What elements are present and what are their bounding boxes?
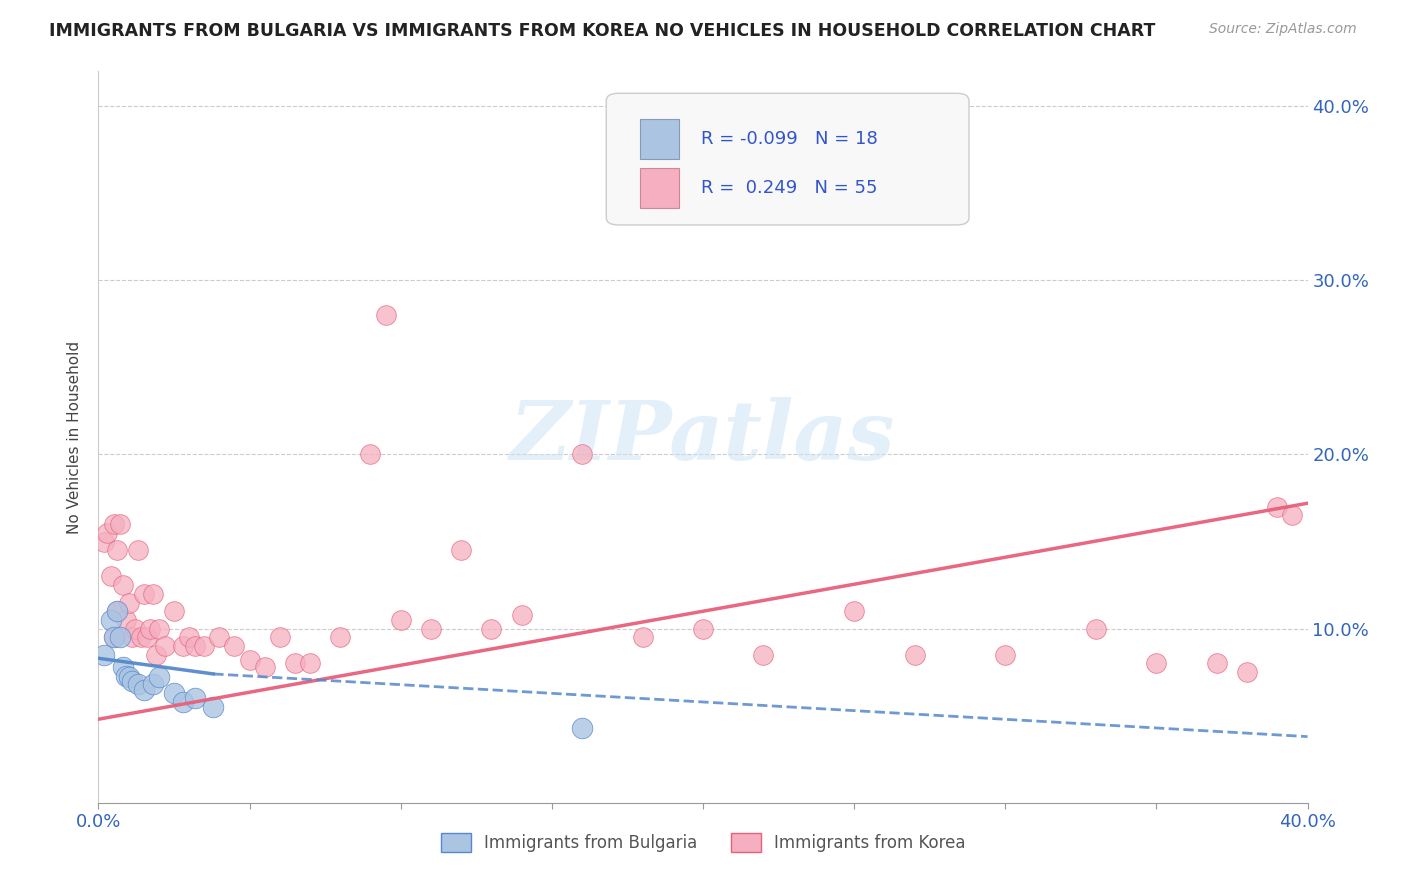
Point <box>1206 657 1229 671</box>
Point <box>103 631 125 645</box>
Point <box>145 648 167 662</box>
Point <box>239 653 262 667</box>
Point <box>904 648 927 662</box>
Point <box>108 631 131 645</box>
Point <box>374 308 396 322</box>
Point <box>360 448 382 462</box>
Point <box>142 677 165 691</box>
Point <box>127 677 149 691</box>
Point <box>153 639 176 653</box>
FancyBboxPatch shape <box>606 94 969 225</box>
Point <box>450 543 472 558</box>
Text: R = -0.099   N = 18: R = -0.099 N = 18 <box>700 130 877 148</box>
Text: R =  0.249   N = 55: R = 0.249 N = 55 <box>700 179 877 197</box>
Point <box>139 622 162 636</box>
Point <box>111 578 134 592</box>
Point <box>692 622 714 636</box>
Point <box>172 695 194 709</box>
Point <box>994 648 1017 662</box>
Point <box>481 622 503 636</box>
Point <box>752 648 775 662</box>
Point <box>184 639 207 653</box>
Point <box>631 631 654 645</box>
Point <box>1144 657 1167 671</box>
Text: Source: ZipAtlas.com: Source: ZipAtlas.com <box>1209 22 1357 37</box>
Point <box>148 622 170 636</box>
Point <box>179 631 201 645</box>
Point <box>202 700 225 714</box>
Point <box>121 631 143 645</box>
Point <box>1085 622 1108 636</box>
Bar <box>640 168 679 208</box>
Point <box>124 622 146 636</box>
Text: ZIPatlas: ZIPatlas <box>510 397 896 477</box>
Point <box>163 604 186 618</box>
Point <box>420 622 443 636</box>
Point <box>135 631 157 645</box>
Point <box>329 631 352 645</box>
Point <box>208 631 231 645</box>
Point <box>93 648 115 662</box>
Point <box>844 604 866 618</box>
Point <box>224 639 246 653</box>
Point <box>132 682 155 697</box>
Point <box>389 613 412 627</box>
Point <box>142 587 165 601</box>
Point <box>105 604 128 618</box>
Point <box>118 595 141 609</box>
Point <box>121 673 143 688</box>
Point <box>253 660 276 674</box>
Point <box>148 670 170 684</box>
Point <box>114 668 136 682</box>
Point <box>100 613 122 627</box>
Point <box>284 657 307 671</box>
Point <box>129 631 152 645</box>
Point <box>1281 508 1303 523</box>
Point <box>132 587 155 601</box>
Point <box>93 534 115 549</box>
Point <box>184 691 207 706</box>
Point <box>571 448 593 462</box>
Point <box>1267 500 1289 514</box>
Point <box>172 639 194 653</box>
Y-axis label: No Vehicles in Household: No Vehicles in Household <box>67 341 83 533</box>
Point <box>571 721 593 735</box>
Point <box>269 631 291 645</box>
Point <box>299 657 322 671</box>
Point <box>108 517 131 532</box>
Point <box>96 525 118 540</box>
Point <box>111 660 134 674</box>
Point <box>163 686 186 700</box>
Legend: Immigrants from Bulgaria, Immigrants from Korea: Immigrants from Bulgaria, Immigrants fro… <box>432 824 974 860</box>
Point <box>100 569 122 583</box>
Point <box>105 604 128 618</box>
Point <box>118 670 141 684</box>
Bar <box>640 119 679 159</box>
Point <box>114 613 136 627</box>
Point <box>103 631 125 645</box>
Point <box>127 543 149 558</box>
Point <box>193 639 215 653</box>
Point <box>1236 665 1258 680</box>
Point <box>105 543 128 558</box>
Point <box>103 517 125 532</box>
Point <box>510 607 533 622</box>
Text: IMMIGRANTS FROM BULGARIA VS IMMIGRANTS FROM KOREA NO VEHICLES IN HOUSEHOLD CORRE: IMMIGRANTS FROM BULGARIA VS IMMIGRANTS F… <box>49 22 1156 40</box>
